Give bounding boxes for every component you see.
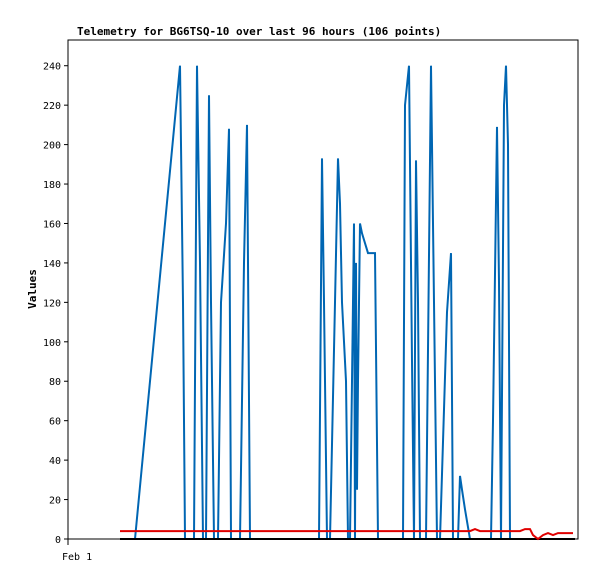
y-tick-label: 120 bbox=[43, 298, 61, 309]
y-tick-label: 200 bbox=[43, 141, 61, 152]
y-tick-label: 40 bbox=[49, 456, 61, 467]
y-tick-label: 0 bbox=[55, 535, 61, 546]
y-tick-label: 100 bbox=[43, 338, 61, 349]
y-axis-label: Values bbox=[26, 269, 39, 309]
chart-title: Telemetry for BG6TSQ-10 over last 96 hou… bbox=[77, 25, 441, 38]
y-tick-label: 80 bbox=[49, 377, 61, 388]
y-axis: 0 20 40 60 80 100 120 140 160 180 200 220 240 bbox=[43, 62, 69, 546]
y-tick-label: 220 bbox=[43, 101, 61, 112]
x-tick-label: Feb 1 bbox=[62, 552, 92, 563]
y-tick-label: 20 bbox=[49, 496, 61, 507]
y-tick-label: 60 bbox=[49, 417, 61, 428]
y-tick-label: 240 bbox=[43, 62, 61, 73]
series-line-1 bbox=[120, 528, 573, 541]
series-layer bbox=[120, 65, 575, 541]
y-tick-label: 140 bbox=[43, 259, 61, 270]
y-tick-label: 180 bbox=[43, 180, 61, 191]
y-tick-label: 160 bbox=[43, 219, 61, 230]
